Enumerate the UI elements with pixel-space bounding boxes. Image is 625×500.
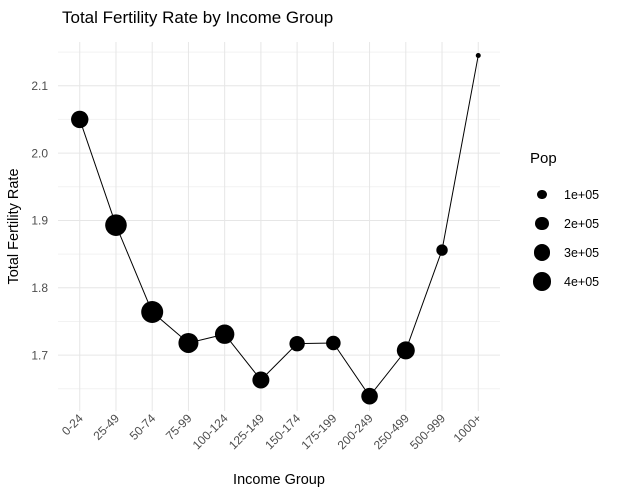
- legend-title: Pop: [530, 150, 557, 167]
- x-tick-label: 250-499: [371, 411, 412, 452]
- series-line: [79, 55, 479, 398]
- x-tick-label: 500-999: [407, 411, 448, 452]
- legend-entries: 1e+05 2e+05 3e+05 4e+05: [527, 180, 599, 296]
- y-tick-label: 2.0: [31, 146, 48, 160]
- x-axis-title: Income Group: [233, 472, 325, 488]
- legend-size-dot-icon: [532, 272, 552, 291]
- legend-label: 3e+05: [564, 245, 600, 260]
- legend-label: 1e+05: [564, 187, 600, 202]
- x-tick-label: 100-124: [190, 411, 231, 452]
- legend-key: [531, 213, 553, 235]
- data-point: [289, 335, 305, 352]
- data-point: [141, 301, 164, 324]
- legend-size-dot-icon: [535, 216, 549, 231]
- y-tick-label: 1.9: [31, 214, 48, 228]
- legend-key: [531, 271, 553, 293]
- data-point: [396, 341, 415, 360]
- x-tick-label: 150-174: [262, 411, 303, 452]
- legend-entry: 1e+05: [527, 180, 599, 209]
- data-point: [475, 52, 481, 58]
- legend-entry: 3e+05: [527, 238, 599, 267]
- x-tick-label: 75-99: [163, 411, 195, 443]
- y-tick-label: 1.7: [31, 348, 48, 362]
- legend-label: 2e+05: [564, 216, 600, 231]
- chart-title: Total Fertility Rate by Income Group: [62, 8, 334, 27]
- x-tick-label: 50-74: [127, 411, 159, 443]
- legend-size-dot-icon: [533, 244, 551, 261]
- y-tick-label: 2.1: [31, 79, 48, 93]
- legend-entry: 2e+05: [527, 209, 599, 238]
- data-point: [252, 371, 270, 389]
- y-axis-title: Total Fertility Rate: [6, 168, 22, 284]
- legend-entry: 4e+05: [527, 267, 599, 296]
- data-point: [178, 332, 199, 353]
- x-tick-label: 125-149: [226, 411, 267, 452]
- x-tick-label: 200-249: [335, 411, 376, 452]
- data-point: [105, 214, 127, 236]
- x-tick-label: 1000+: [451, 411, 485, 445]
- x-tick-label: 175-199: [298, 411, 339, 452]
- data-point: [71, 110, 89, 129]
- legend-size-dot-icon: [537, 189, 547, 200]
- data-point: [436, 244, 448, 256]
- x-tick-label: 0-24: [59, 411, 86, 438]
- data-point: [214, 324, 235, 344]
- legend: Pop 1e+05 2e+05 3e+05 4e+05: [527, 150, 599, 296]
- y-tick-label: 1.8: [31, 281, 48, 295]
- legend-key: [531, 184, 553, 206]
- legend-key: [531, 242, 553, 264]
- legend-label: 4e+05: [564, 274, 600, 289]
- x-tick-label: 25-49: [90, 411, 122, 443]
- data-point: [361, 387, 378, 405]
- data-point: [326, 335, 341, 351]
